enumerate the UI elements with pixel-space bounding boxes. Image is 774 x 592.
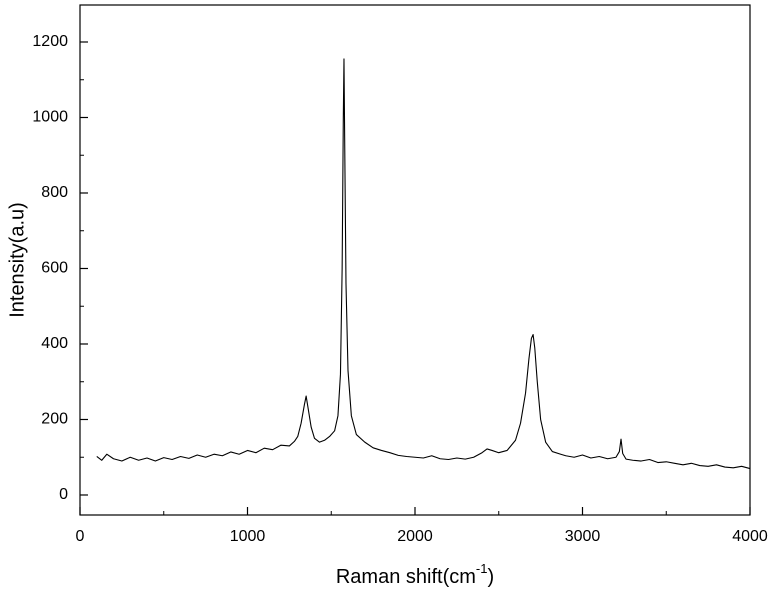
y-tick-label: 400	[41, 335, 68, 352]
y-tick-label: 600	[41, 260, 68, 277]
x-tick-label: 0	[76, 528, 85, 545]
y-tick-label: 200	[41, 411, 68, 428]
y-tick-label: 800	[41, 184, 68, 201]
x-axis-title: Raman shift(cm-1)	[336, 561, 494, 588]
x-axis-title-text: Raman shift(cm	[336, 566, 476, 588]
x-axis-title-suffix: )	[487, 566, 494, 588]
x-tick-label: 3000	[565, 528, 601, 545]
x-axis-title-superscript: -1	[476, 561, 488, 576]
x-tick-label: 1000	[230, 528, 266, 545]
plot-frame	[79, 4, 751, 516]
y-axis-title: Intensity(a.u)	[6, 202, 28, 318]
x-tick-label: 4000	[732, 528, 768, 545]
spectrum-line	[96, 58, 751, 470]
y-tick-label: 1000	[32, 109, 68, 126]
y-tick-label: 1200	[32, 33, 68, 50]
y-tick-label: 0	[59, 486, 68, 503]
x-tick-label: 2000	[397, 528, 433, 545]
